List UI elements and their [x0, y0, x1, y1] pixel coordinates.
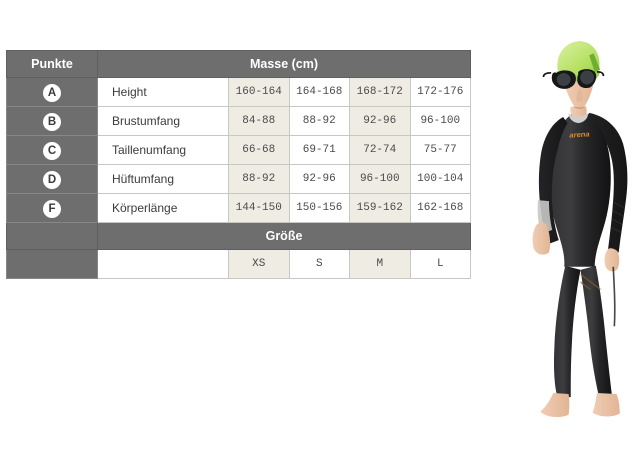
svg-text:arena: arena: [569, 130, 590, 140]
